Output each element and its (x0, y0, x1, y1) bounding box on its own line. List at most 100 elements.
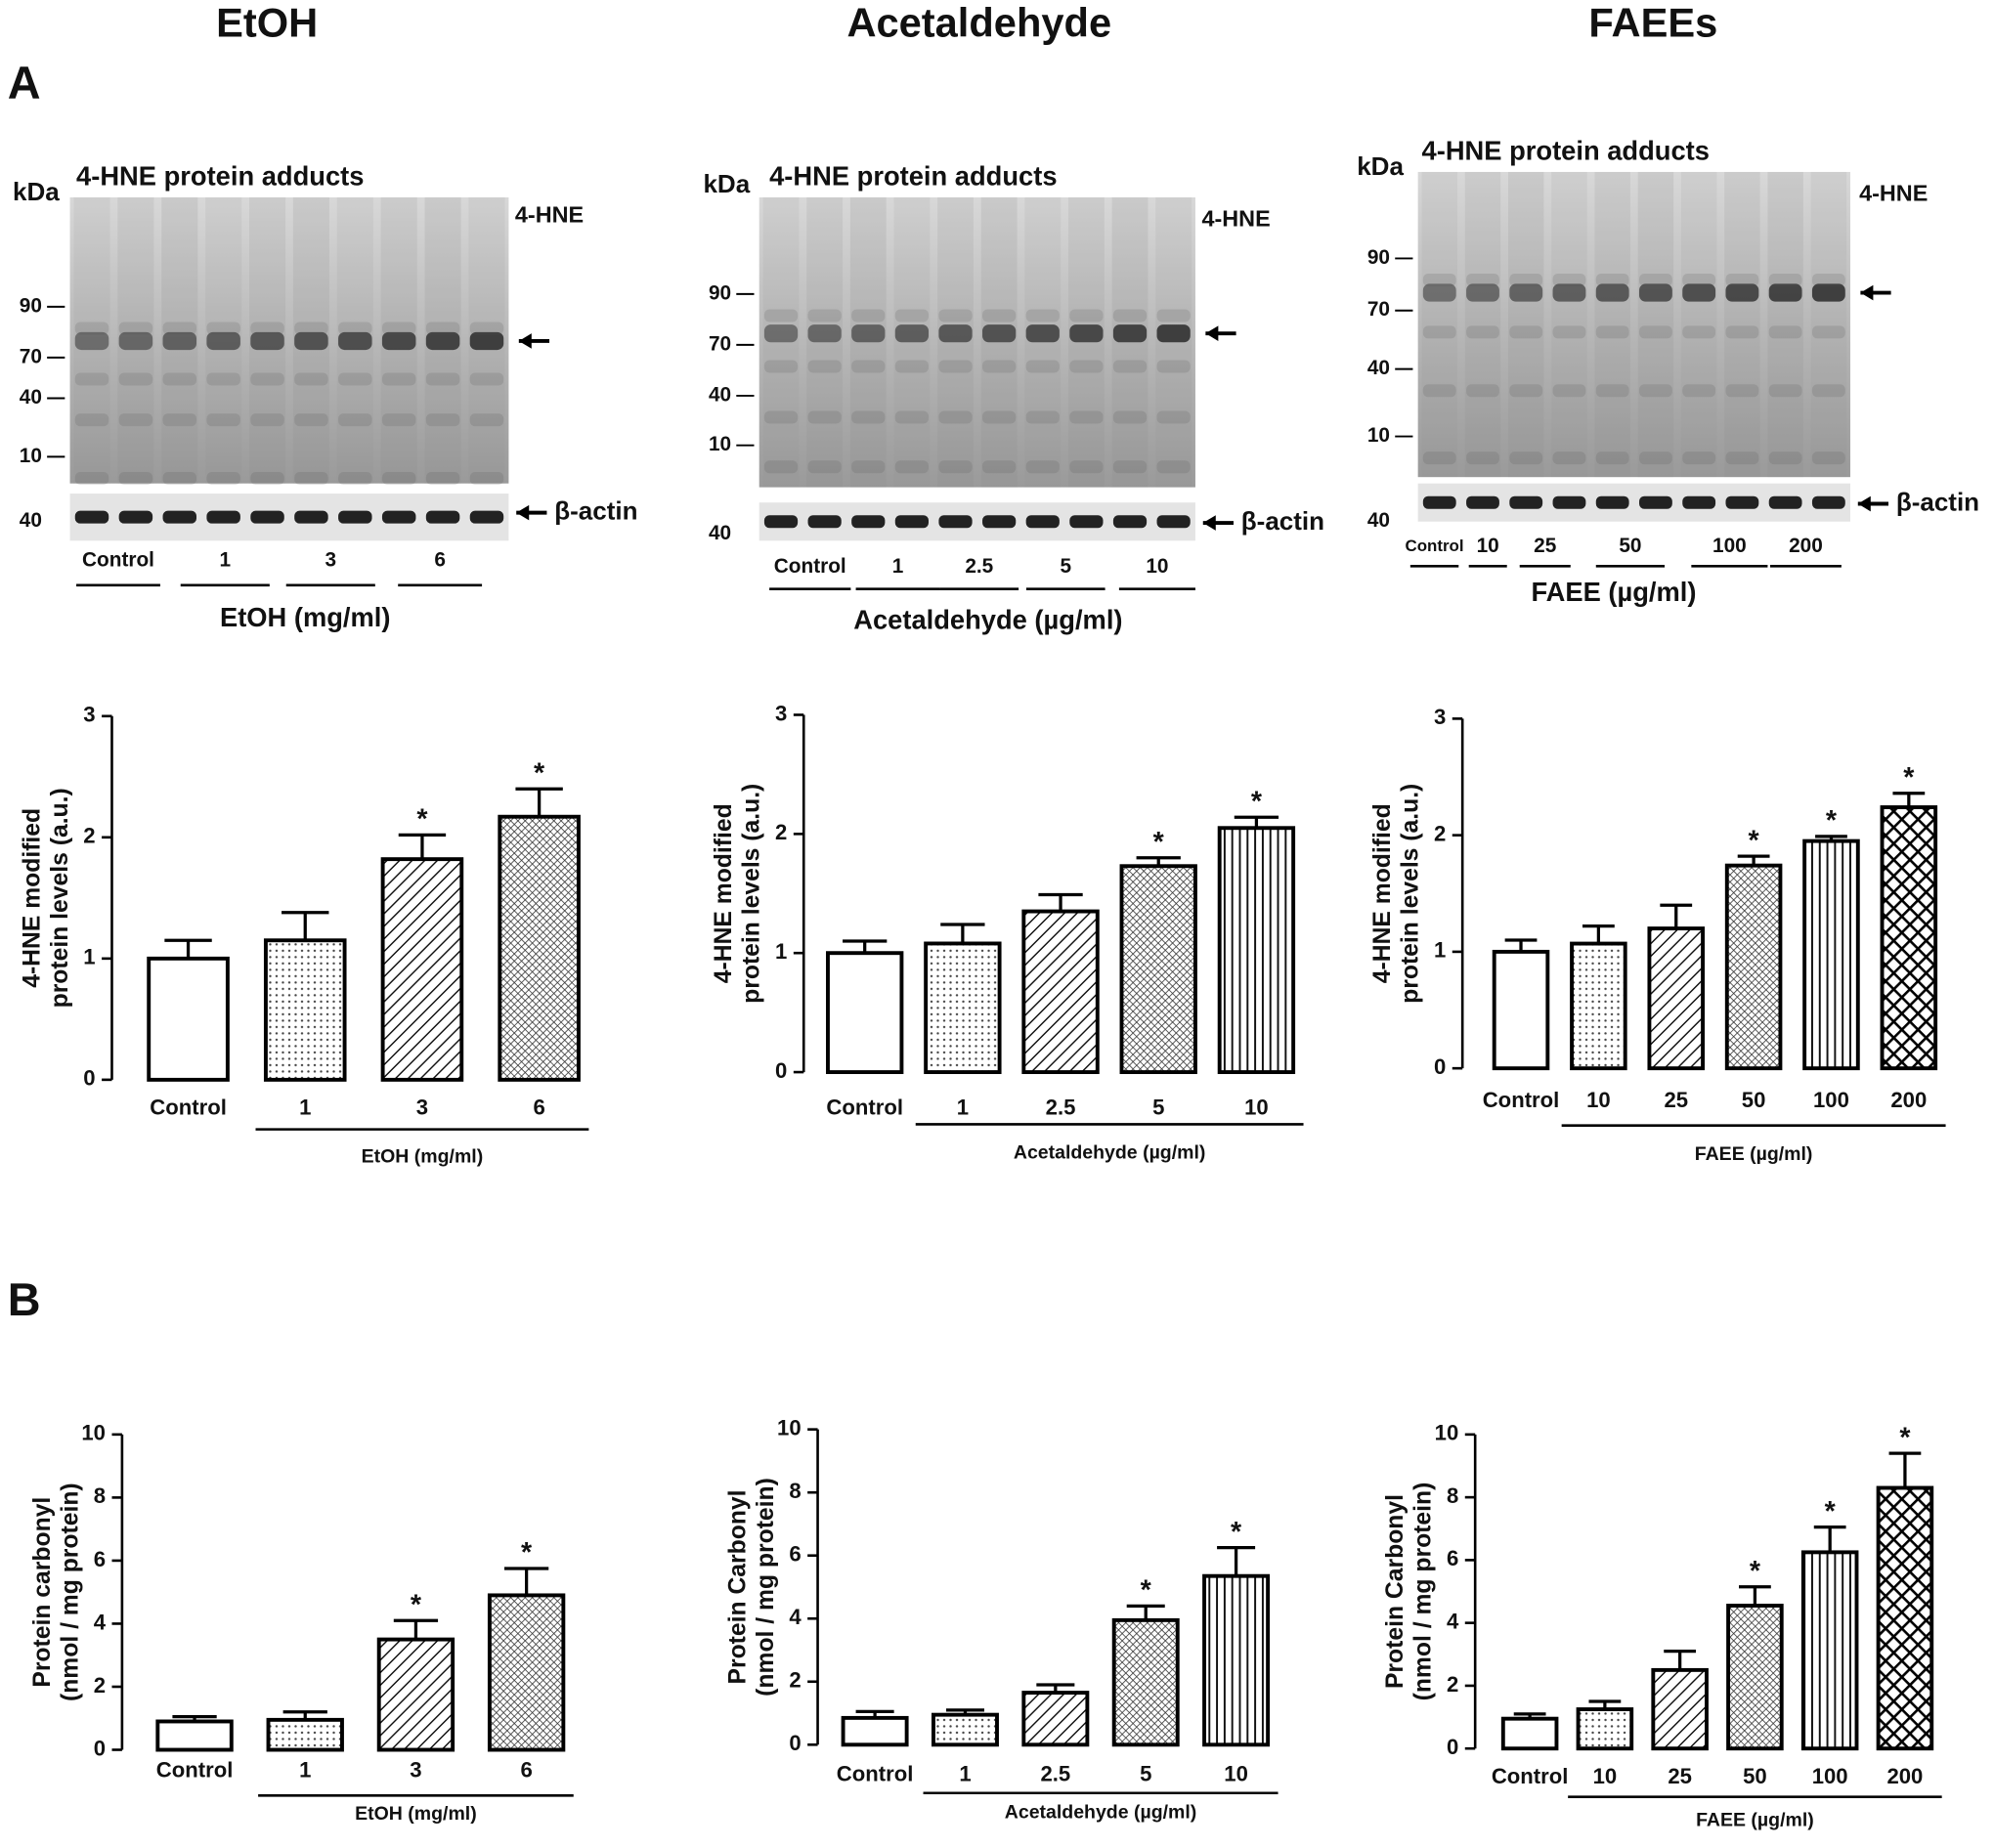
actin-band (1552, 495, 1586, 509)
blot-band (1466, 283, 1499, 302)
bar (1800, 1550, 1859, 1751)
y-tick-label: 1 (83, 945, 95, 969)
y-tick-label: 10 (777, 1415, 802, 1440)
blot-band (1552, 274, 1586, 287)
blot-band (118, 471, 153, 485)
group-label: Control (1405, 537, 1463, 555)
significance-mark: * (1903, 762, 1915, 794)
column-title: EtOH (216, 0, 318, 45)
bar (1492, 949, 1550, 1071)
blot-band (938, 410, 973, 424)
y-tick-label: 8 (1447, 1483, 1458, 1508)
y-axis-label: 4-HNE modified (711, 803, 737, 983)
group-label: 25 (1534, 535, 1556, 557)
blot-band (1768, 325, 1802, 339)
bar (1651, 1667, 1709, 1751)
y-axis-label: Protein carbonyl (29, 1497, 56, 1688)
y-tick-label: 4 (94, 1610, 107, 1634)
marker-label: 40 (709, 522, 731, 544)
blot-band (1509, 384, 1543, 398)
y-axis-label: 4-HNE modified (1369, 803, 1396, 983)
actin-label: β-actin (1241, 506, 1324, 536)
blot-band (1595, 325, 1629, 339)
y-axis-label: (nmol / mg protein) (57, 1483, 83, 1701)
marker-label: 10 (1367, 424, 1390, 447)
blot-band (1595, 274, 1629, 287)
blot-band (763, 324, 799, 343)
blot-band (1811, 283, 1845, 302)
significance-mark: * (1825, 1496, 1837, 1527)
blot-lane (1421, 171, 1457, 478)
blot-band (250, 322, 284, 335)
group-label: Control (82, 549, 154, 572)
bar (1724, 863, 1783, 1071)
marker-label: 10 (20, 445, 42, 467)
y-tick-label: 0 (775, 1058, 787, 1083)
kda-label: kDa (1357, 151, 1404, 181)
blot-band (250, 471, 284, 485)
bar (1802, 838, 1860, 1071)
actin-band (74, 510, 109, 524)
blot-band (1466, 274, 1499, 287)
blot-band (381, 322, 416, 335)
actin-band (1682, 495, 1716, 509)
bar (931, 1712, 999, 1747)
bar (380, 857, 464, 1082)
blot-band (1552, 283, 1586, 302)
bar (1570, 941, 1627, 1071)
blot-band (894, 309, 930, 322)
blot-band (469, 471, 504, 485)
blot-band (206, 471, 240, 485)
x-tick-label: 5 (1140, 1761, 1151, 1785)
blot-band (1156, 460, 1191, 474)
blot-band (851, 410, 886, 424)
blot-band (1025, 324, 1060, 343)
blot-band (1025, 360, 1060, 373)
blot-band (1112, 460, 1148, 474)
actin-band (294, 510, 328, 524)
y-tick-label: 0 (1434, 1054, 1446, 1079)
actin-band (1639, 495, 1672, 509)
y-axis-label: protein levels (a.u.) (1398, 784, 1424, 1004)
actin-band (982, 515, 1017, 529)
blot-band (938, 324, 973, 343)
blot-band (982, 360, 1017, 373)
actin-band (763, 515, 799, 529)
blot-band (1811, 325, 1845, 339)
blot-band (1639, 384, 1672, 398)
blot-band (162, 413, 197, 427)
blot-band (1639, 451, 1672, 465)
blot-lane (1594, 171, 1630, 478)
group-label: 200 (1789, 535, 1823, 557)
x-axis-label: EtOH (mg/ml) (355, 1803, 477, 1825)
blot-band (469, 413, 504, 427)
blot-band (381, 413, 416, 427)
target-label: 4-HNE (1201, 206, 1270, 232)
x-tick-label: 1 (299, 1096, 311, 1120)
blot-band (1156, 324, 1191, 343)
y-tick-label: 6 (789, 1542, 801, 1567)
group-label: 50 (1619, 535, 1641, 557)
significance-mark: * (411, 1589, 422, 1620)
significance-mark: * (534, 757, 545, 789)
significance-mark: * (521, 1537, 533, 1569)
x-tick-label: 5 (1152, 1096, 1164, 1120)
blot-xlabel: FAEE (µg/ml) (1531, 577, 1696, 607)
blot-band (74, 372, 109, 386)
marker-label: 40 (1367, 509, 1390, 532)
blot-band (894, 360, 930, 373)
marker-label: 40 (709, 383, 731, 406)
blot-band (1552, 451, 1586, 465)
blot-band (982, 460, 1017, 474)
arrow-head (1205, 325, 1219, 341)
blot-band (74, 471, 109, 485)
blot-band (338, 322, 372, 335)
blot-band (1112, 324, 1148, 343)
bar (155, 1719, 234, 1752)
bar (1111, 1617, 1180, 1747)
actin-label: β-actin (1896, 487, 1979, 516)
x-tick-label: 25 (1668, 1764, 1692, 1788)
blot-band (807, 360, 842, 373)
bar (1202, 1573, 1271, 1747)
blot-band (206, 322, 240, 335)
